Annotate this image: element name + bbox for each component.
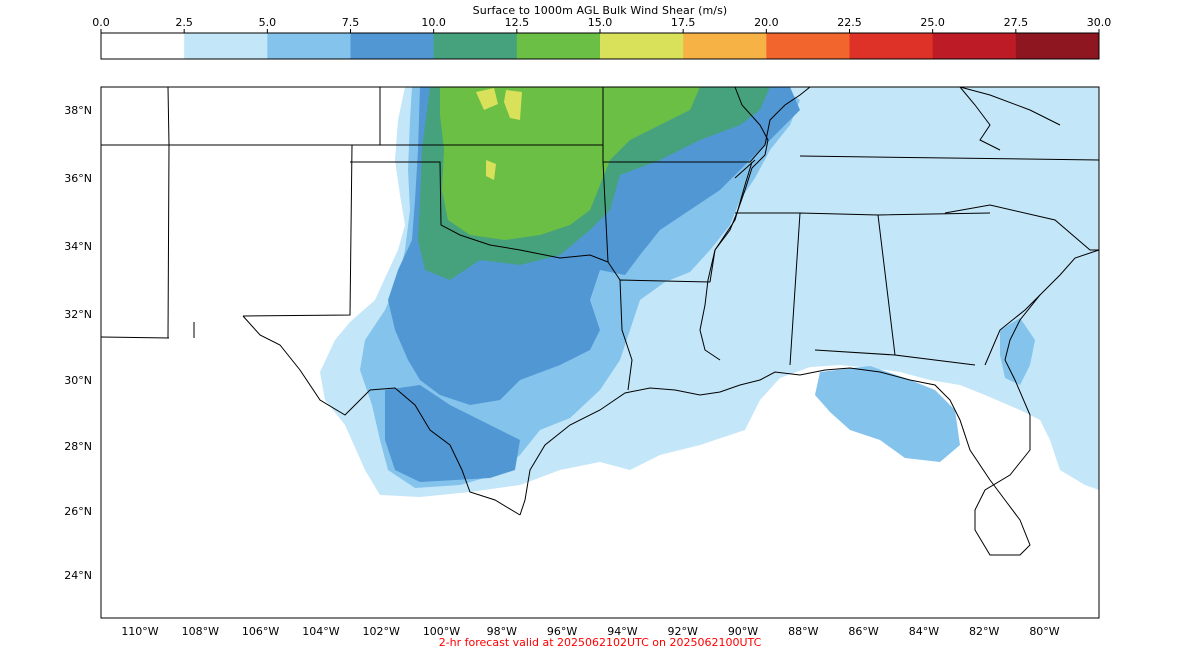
latitude-label: 28°N [64, 440, 92, 453]
map-panel: 38°N 36°N 34°N 32°N 30°N 28°N 26°N 24°N 110°W 10… [64, 86, 1100, 638]
state-boundary [959, 86, 1061, 151]
forecast-validity-text: 2-hr forecast valid at 2025062102UTC on … [438, 636, 762, 649]
latitude-label: 30°N [64, 374, 92, 387]
colorbar-segment [849, 33, 934, 59]
longitude-label: 88°W [788, 625, 818, 638]
colorbar-tick-label: 27.5 [1004, 16, 1029, 29]
latitude-label: 38°N [64, 104, 92, 117]
colorbar-tick-label: 22.5 [837, 16, 862, 29]
colorbar-segment [267, 33, 351, 59]
longitude-label: 102°W [363, 625, 400, 638]
state-boundary [814, 204, 1099, 366]
longitude-label: 110°W [121, 625, 158, 638]
colorbar-tick-label: 7.5 [342, 16, 360, 29]
colorbar-segment [101, 33, 185, 59]
shear-band-15-17-5 [476, 88, 522, 180]
longitude-label: 92°W [668, 625, 698, 638]
longitude-label: 86°W [848, 625, 878, 638]
longitude-label: 104°W [302, 625, 339, 638]
colorbar-title: Surface to 1000m AGL Bulk Wind Shear (m/… [472, 4, 728, 17]
longitude-label: 94°W [607, 625, 637, 638]
colorbar-tick-label: 12.5 [505, 16, 530, 29]
colorbar-tick-label: 5.0 [259, 16, 277, 29]
shear-band-5-7-5-gulf [815, 366, 960, 462]
latitude-label: 24°N [64, 569, 92, 582]
colorbar-segment [766, 33, 850, 59]
colorbar-tick-label: 25.0 [920, 16, 945, 29]
coastline [519, 249, 1100, 556]
colorbar-segment [600, 33, 684, 59]
longitude-label: 90°W [728, 625, 758, 638]
longitude-label: 108°W [182, 625, 219, 638]
lat-labels: 38°N 36°N 34°N 32°N 30°N 28°N 26°N 24°N [64, 104, 92, 582]
shear-band-12-5-15 [440, 87, 700, 240]
longitude-label: 98°W [487, 625, 517, 638]
colorbar-ticks: 0.0 2.5 5.0 7.5 10.0 12.5 15.0 17.5 20.0 22.5 25.0… [92, 16, 1111, 33]
wind-shear-field [320, 87, 1099, 497]
colorbar-segment [184, 33, 268, 59]
colorbar-tick-label: 30.0 [1087, 16, 1112, 29]
colorbar-segment [433, 33, 518, 59]
colorbar-segment [932, 33, 1017, 59]
colorbar-segment [683, 33, 767, 59]
shear-band-7-5-10-south [385, 385, 520, 482]
colorbar-tick-label: 2.5 [175, 16, 193, 29]
colorbar-segments [101, 33, 1100, 59]
river-boundary [699, 86, 769, 361]
longitude-label: 100°W [423, 625, 460, 638]
colorbar-tick-label: 20.0 [754, 16, 779, 29]
map-frame [100, 86, 1100, 619]
state-boundary [100, 86, 621, 339]
latitude-label: 36°N [64, 172, 92, 185]
latitude-label: 26°N [64, 505, 92, 518]
colorbar-tick-label: 0.0 [92, 16, 110, 29]
longitude-label: 106°W [242, 625, 279, 638]
country-border [242, 315, 521, 516]
colorbar-segment [350, 33, 435, 59]
longitude-label: 96°W [547, 625, 577, 638]
colorbar-tick-label: 15.0 [588, 16, 613, 29]
colorbar: 0.0 2.5 5.0 7.5 10.0 12.5 15.0 17.5 20.0 22.5 25.0… [92, 16, 1111, 60]
lon-labels: 110°W 108°W 106°W 104°W 102°W 100°W 98°W 96°W 94… [121, 625, 1059, 638]
latitude-label: 32°N [64, 308, 92, 321]
colorbar-segment [1015, 33, 1100, 59]
colorbar-tick-label: 10.0 [421, 16, 446, 29]
longitude-label: 82°W [969, 625, 999, 638]
latitude-label: 34°N [64, 240, 92, 253]
colorbar-tick-label: 17.5 [671, 16, 696, 29]
longitude-label: 84°W [909, 625, 939, 638]
colorbar-segment [516, 33, 601, 59]
longitude-label: 80°W [1029, 625, 1059, 638]
map-borders [100, 86, 1100, 556]
state-boundary [602, 86, 811, 263]
